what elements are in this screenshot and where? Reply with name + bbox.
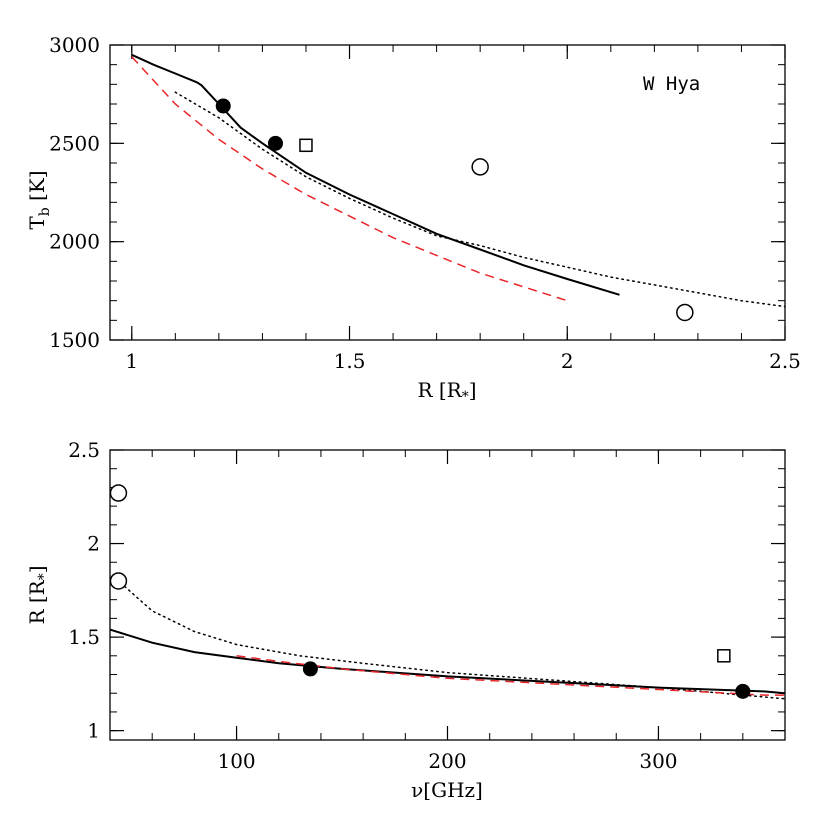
series-line-solid	[109, 628, 786, 695]
y-tick-label: 2.5	[68, 438, 100, 462]
bottom-x-axis-label: ν[GHz]	[411, 778, 483, 802]
x-tick-label: 200	[428, 749, 466, 773]
y-tick-label: 1	[87, 719, 100, 743]
bottom-markers	[109, 484, 751, 699]
series-line-dotted	[119, 582, 786, 700]
y-tick-label: 3000	[49, 33, 100, 57]
data-point-open-square	[717, 649, 731, 663]
star-name-annotation: W Hya	[643, 73, 700, 95]
x-tick-label: 2.5	[769, 349, 801, 373]
y-tick-label: 2500	[49, 131, 100, 155]
series-line-dashed	[131, 56, 568, 302]
data-point-open-circle	[471, 158, 489, 176]
y-tick-label: 2000	[49, 230, 100, 254]
data-point-open-square	[299, 138, 313, 153]
x-tick-label: 2	[561, 349, 574, 373]
bottom-y-axis-label: R [R*]	[25, 565, 52, 624]
y-tick-label: 1500	[49, 328, 100, 352]
top-x-axis-label: R [R*]	[417, 378, 476, 405]
x-tick-label: 1	[125, 349, 138, 373]
y-tick-label: 1.5	[68, 625, 100, 649]
data-point-open-circle	[676, 303, 694, 322]
x-tick-label: 300	[639, 749, 677, 773]
bottom-series	[109, 582, 786, 700]
series-line-dotted	[174, 91, 786, 308]
data-point-filled-circle	[302, 661, 318, 677]
data-point-filled-circle	[215, 98, 231, 114]
data-point-filled-circle	[735, 683, 751, 699]
series-line-solid	[131, 53, 620, 296]
x-tick-label: 100	[217, 749, 255, 773]
data-point-open-circle	[109, 484, 128, 502]
top-series	[131, 53, 786, 308]
bottom-panel: 100 200 300 1 1.5 2 2.5 ν[GHz] R [R*]	[25, 438, 786, 802]
top-panel: 1 1.5 2 2.5 1500 2000 2500 3000 R [R*] Tb [K] W…	[25, 33, 801, 405]
data-point-open-circle	[109, 572, 128, 590]
top-axis-ticks: 1 1.5 2 2.5 1500 2000 2500 3000	[49, 33, 801, 373]
bottom-axis-ticks: 100 200 300 1 1.5 2 2.5	[68, 438, 786, 773]
y-tick-label: 2	[87, 532, 100, 556]
top-y-axis-label: Tb [K]	[25, 170, 53, 229]
bottom-plot-frame	[109, 449, 786, 741]
top-markers	[215, 98, 694, 322]
data-point-filled-circle	[267, 135, 283, 151]
x-tick-label: 1.5	[334, 349, 366, 373]
top-plot-frame	[109, 44, 786, 341]
